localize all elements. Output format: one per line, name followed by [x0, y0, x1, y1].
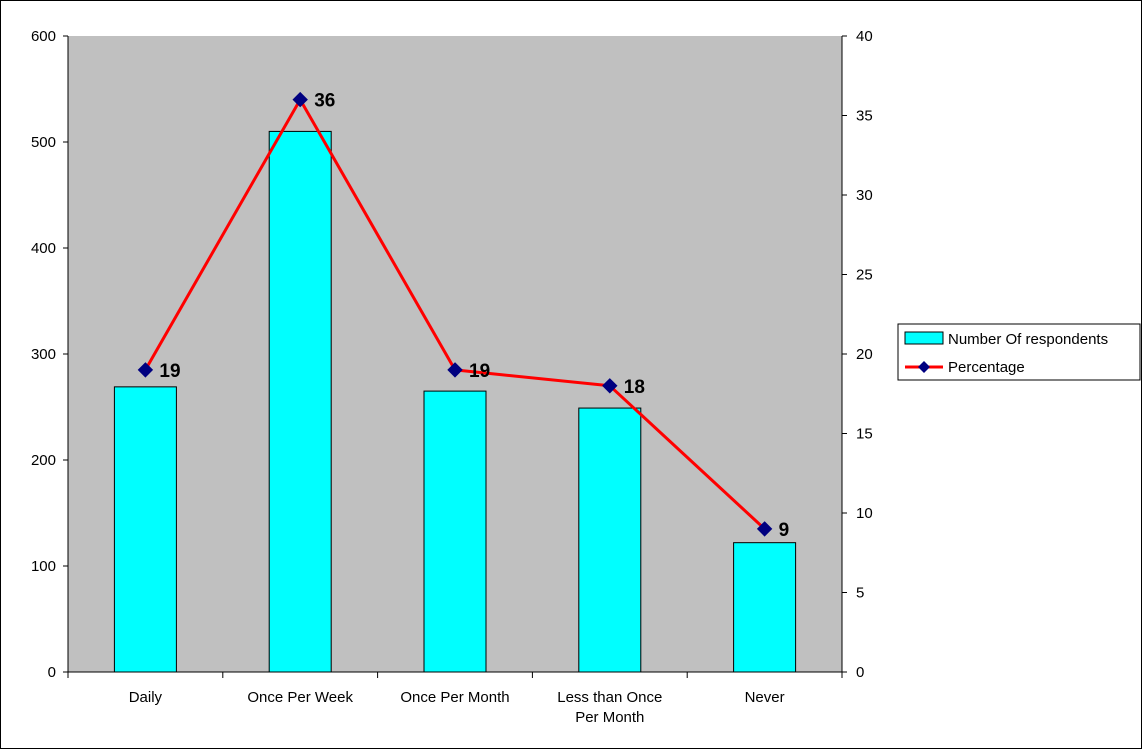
percentage-marker: [292, 91, 308, 108]
left-tick-label: 200: [31, 452, 56, 469]
legend: Number Of respondents Percentage: [897, 323, 1141, 381]
x-tick-label: Never: [745, 689, 785, 706]
line-series: 19 36 19 18 9: [137, 91, 790, 541]
bar: [113, 386, 177, 673]
legend-label-bar: Number Of respondents: [948, 331, 1108, 348]
right-tick-label: 20: [856, 346, 873, 363]
percentage-data-label: 19: [469, 361, 490, 382]
percentage-data-label: 19: [159, 361, 180, 382]
legend-swatch-bar: [904, 331, 944, 345]
right-tick-label: 10: [856, 505, 873, 522]
bar: [733, 542, 797, 673]
left-tick-label: 500: [31, 134, 56, 151]
bar: [578, 407, 642, 673]
x-tick-label: Less than Once: [557, 689, 662, 706]
left-tick-label: 400: [31, 240, 56, 257]
percentage-marker: [447, 362, 463, 378]
x-tick-label: Per Month: [575, 709, 644, 726]
right-tick-label: 30: [856, 187, 873, 204]
legend-label-line: Percentage: [948, 359, 1025, 376]
right-tick-label: 25: [856, 267, 873, 284]
percentage-data-label: 9: [779, 520, 790, 541]
percentage-marker: [602, 378, 618, 394]
x-tick-label: Daily: [129, 689, 163, 706]
axes: 0 100 200 300 400 500 600 0 5 10 15 20 25 30 35 40 Daily…: [31, 28, 873, 726]
bar: [423, 390, 487, 673]
right-tick-label: 40: [856, 28, 873, 45]
bar-series: [113, 130, 797, 673]
legend-swatch-marker: [918, 361, 930, 373]
right-tick-label: 15: [856, 426, 873, 443]
percentage-marker: [137, 362, 154, 378]
percentage-marker: [756, 521, 773, 537]
percentage-data-label: 36: [314, 91, 335, 112]
x-tick-label: Once Per Month: [400, 689, 509, 706]
bar: [268, 130, 332, 673]
right-tick-label: 35: [856, 108, 873, 125]
left-tick-label: 600: [31, 28, 56, 45]
left-tick-label: 100: [31, 558, 56, 575]
right-tick-label: 5: [856, 585, 864, 602]
percentage-data-label: 18: [624, 377, 645, 398]
left-tick-label: 0: [48, 664, 56, 681]
x-tick-label: Once Per Week: [247, 689, 353, 706]
right-tick-label: 0: [856, 664, 864, 681]
left-tick-label: 300: [31, 346, 56, 363]
